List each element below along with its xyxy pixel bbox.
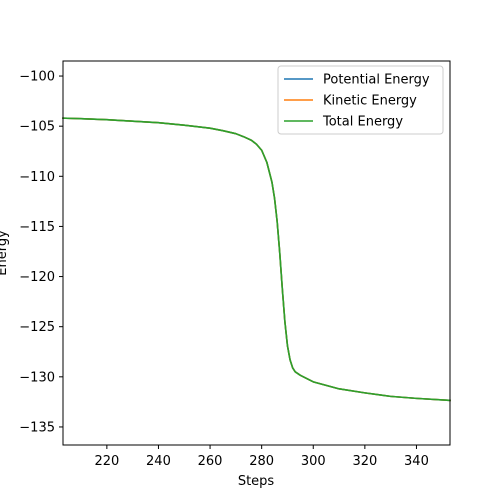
x-tick-label: 260 bbox=[198, 454, 223, 469]
plot-frame bbox=[62, 60, 451, 446]
x-axis-ticks: 220 240 260 280 300 320 340 bbox=[94, 445, 429, 469]
x-tick-label: 340 bbox=[404, 454, 429, 469]
legend: Potential Energy Kinetic Energy Total Ener… bbox=[277, 65, 444, 135]
y-axis-label: Energy bbox=[0, 230, 10, 276]
x-tick-label: 300 bbox=[301, 454, 326, 469]
y-tick-label: −115 bbox=[19, 220, 55, 235]
y-tick-label: −120 bbox=[19, 270, 55, 285]
legend-box bbox=[277, 65, 444, 135]
series-line-total-energy bbox=[62, 117, 451, 402]
y-tick-label: −100 bbox=[19, 70, 55, 85]
y-tick-label: −125 bbox=[19, 320, 55, 335]
series-layer bbox=[62, 117, 451, 402]
y-tick-label: −105 bbox=[19, 120, 55, 135]
y-tick-label: −130 bbox=[19, 370, 55, 385]
x-axis-label: Steps bbox=[238, 474, 275, 489]
legend-label: Potential Energy bbox=[323, 73, 430, 88]
legend-label: Kinetic Energy bbox=[323, 94, 417, 109]
legend-label: Total Energy bbox=[322, 115, 403, 130]
x-tick-label: 320 bbox=[352, 454, 377, 469]
x-tick-label: 220 bbox=[94, 454, 119, 469]
y-axis-ticks: −100 −105 −110 −115 −120 −125 −130 −135 bbox=[19, 70, 63, 435]
y-tick-label: −135 bbox=[19, 420, 55, 435]
legend-items: Potential Energy Kinetic Energy Total Ener… bbox=[284, 73, 430, 130]
x-tick-label: 280 bbox=[249, 454, 274, 469]
x-tick-label: 240 bbox=[146, 454, 171, 469]
y-tick-label: −110 bbox=[19, 170, 55, 185]
